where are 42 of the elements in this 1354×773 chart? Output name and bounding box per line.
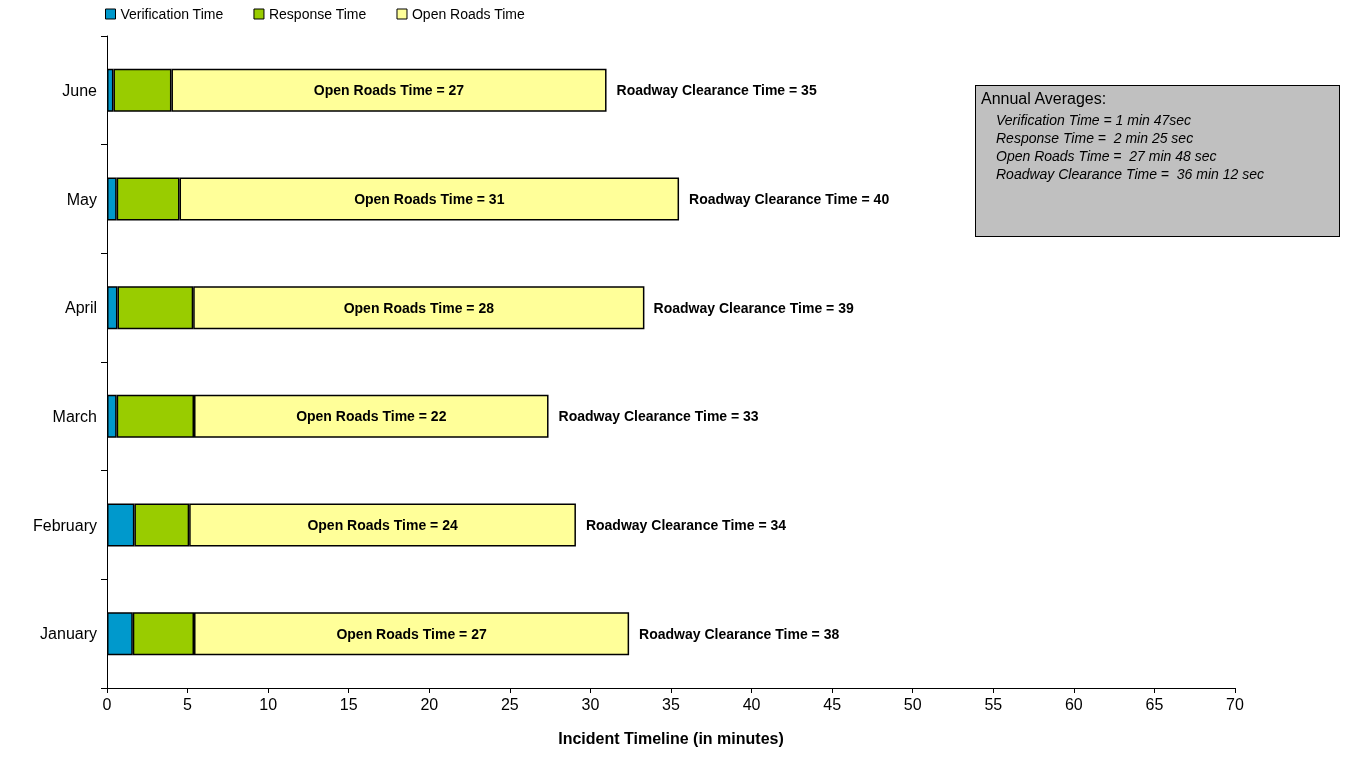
x-tick-label: 25 <box>500 695 519 713</box>
x-tick-label: 70 <box>1226 695 1244 713</box>
legend-label: Verification Time <box>120 6 224 22</box>
y-tick-label: January <box>40 625 97 643</box>
y-tick-label: May <box>66 190 97 208</box>
x-tick-label: 30 <box>581 695 600 713</box>
data-label: Open Roads Time = 28 <box>343 299 495 316</box>
x-tick-label: 55 <box>984 695 1003 713</box>
x-tick-label: 40 <box>742 695 761 713</box>
y-tick-label: June <box>62 81 98 99</box>
annotation: Roadway Clearance Time = 40 <box>689 191 890 207</box>
y-tick-label: April <box>64 299 97 317</box>
x-tick-label: 5 <box>183 695 193 713</box>
data-label: Open Roads Time = 27 <box>336 625 487 642</box>
annotation: Roadway Clearance Time = 33 <box>558 408 759 425</box>
annotation: Open Roads Time = 27 min 48 sec <box>996 148 1218 164</box>
annotation: Verification Time = 1 min 47sec <box>996 112 1193 128</box>
x-tick-label: 0 <box>102 695 112 713</box>
x-tick-label: 15 <box>339 695 358 713</box>
annotation: Response Time = 2 min 25 sec <box>996 130 1195 146</box>
x-tick-label: 50 <box>903 695 922 713</box>
annotation: Roadway Clearance Time = 36 min 12 sec <box>996 166 1265 182</box>
x-tick-label: 35 <box>662 695 680 713</box>
data-label: Open Roads Time = 24 <box>307 517 458 533</box>
legend-label: Response Time <box>268 6 367 22</box>
annotation: Roadway Clearance Time = 34 <box>585 517 787 533</box>
y-tick-label: February <box>32 516 97 534</box>
x-tick-label: 45 <box>823 695 842 713</box>
x-tick-label: 10 <box>259 695 278 713</box>
y-tick-label: March <box>52 407 97 425</box>
legend-label: Open Roads Time <box>411 6 526 22</box>
data-label: Open Roads Time = 22 <box>296 408 447 425</box>
annotation: Annual Averages: <box>981 90 1108 108</box>
x-tick-label: 20 <box>420 695 439 713</box>
data-label: Open Roads Time = 27 <box>313 82 465 99</box>
annotation: Roadway Clearance Time = 35 <box>616 82 817 99</box>
annotation: Roadway Clearance Time = 39 <box>653 299 854 316</box>
x-tick-label: 60 <box>1064 695 1083 713</box>
annotation: Roadway Clearance Time = 38 <box>639 625 840 642</box>
data-label: Open Roads Time = 31 <box>354 191 505 207</box>
x-tick-label: 65 <box>1145 695 1164 713</box>
x-axis-title: Incident Timeline (in minutes) <box>558 729 784 747</box>
